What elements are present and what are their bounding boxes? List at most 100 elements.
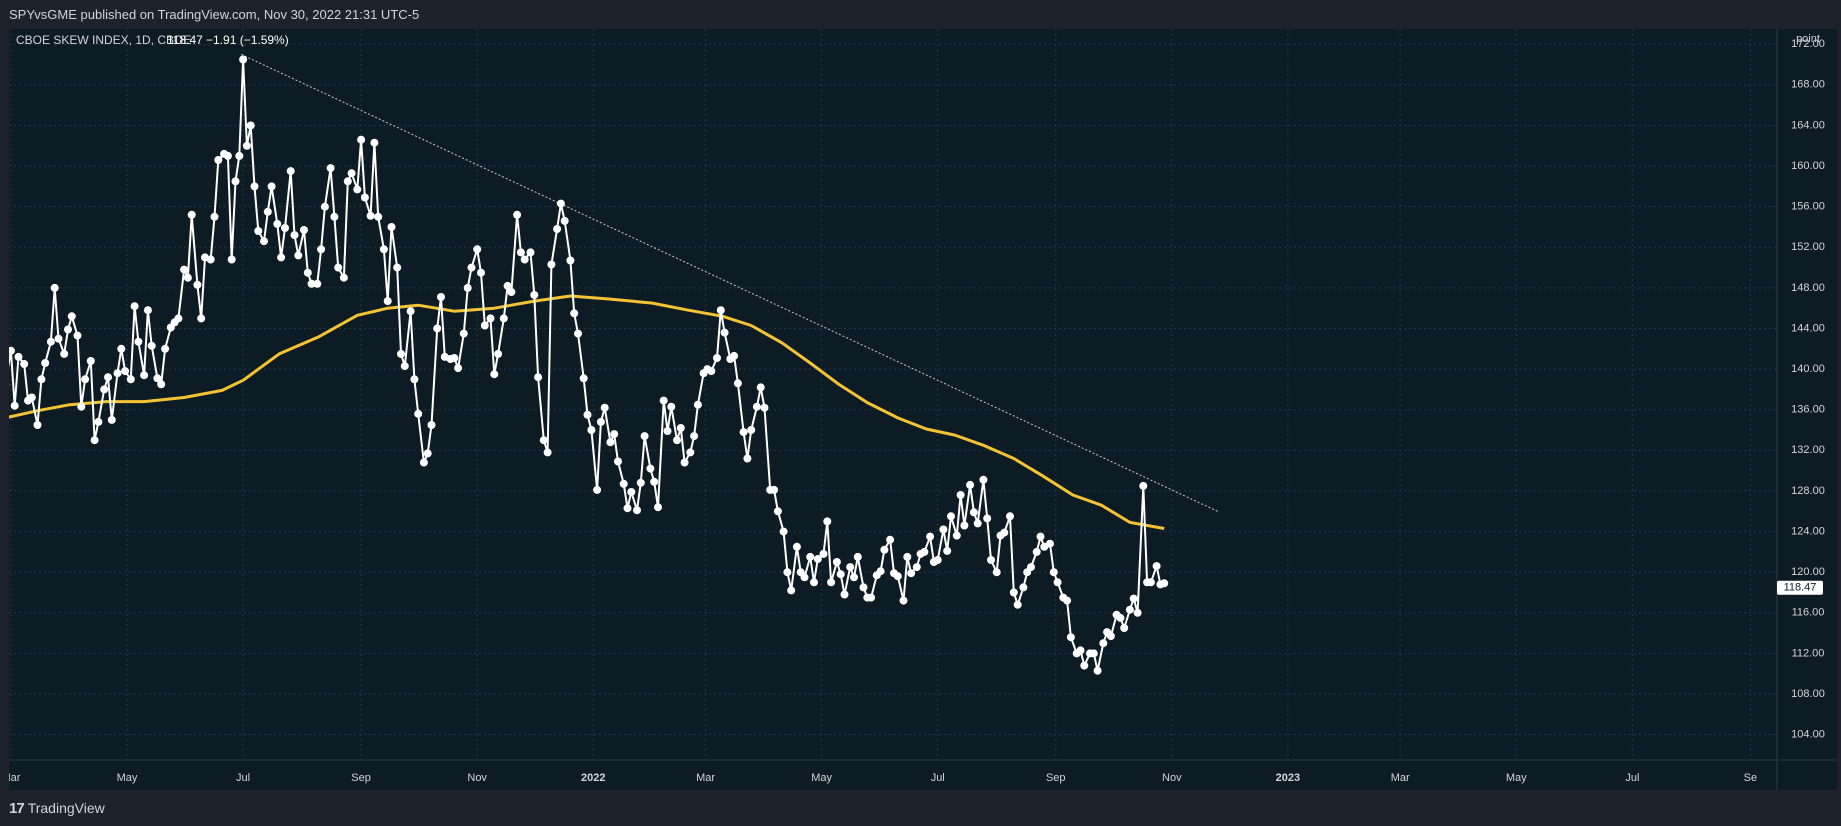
- price-point: [836, 570, 845, 579]
- price-point: [553, 225, 562, 233]
- price-point: [992, 568, 1001, 577]
- y-tick-label: 160.00: [1791, 160, 1825, 172]
- price-point: [370, 138, 379, 147]
- price-point: [437, 293, 445, 301]
- price-point: [987, 556, 995, 564]
- price-point: [33, 421, 42, 429]
- x-tick-label: Jul: [931, 772, 945, 784]
- price-point: [570, 309, 579, 318]
- price-point: [387, 223, 396, 231]
- price-point: [716, 306, 725, 315]
- chart-area[interactable]: 172.00 168.00 164.00 160.00 156.00 152.00 148.…: [9, 29, 1837, 790]
- price-point: [1076, 646, 1085, 655]
- price-point: [627, 488, 636, 496]
- price-point: [579, 374, 588, 383]
- price-point: [783, 568, 792, 577]
- x-tick-label: Jul: [1625, 772, 1639, 784]
- price-point: [1152, 562, 1161, 571]
- price-point: [281, 224, 289, 232]
- price-point: [326, 164, 335, 173]
- price-point: [1160, 579, 1169, 588]
- price-point: [77, 402, 86, 411]
- x-tick-label: Sep: [351, 772, 371, 784]
- price-point: [530, 291, 539, 299]
- price-point: [86, 357, 95, 365]
- price-point: [587, 426, 596, 434]
- moving-average-line: [9, 294, 1165, 530]
- price-point: [400, 362, 409, 371]
- x-axis[interactable]: Mar May Jul Sep Nov 2022 Mar May Jul Sep Nov 2023 Ma…: [9, 772, 1757, 784]
- y-tick-label: 116.00: [1792, 607, 1825, 619]
- price-point: [347, 169, 356, 178]
- price-point: [60, 349, 69, 358]
- y-tick-label: 132.00: [1791, 444, 1825, 456]
- price-point: [654, 503, 662, 512]
- price-point: [100, 385, 109, 394]
- price-point: [606, 438, 615, 447]
- price-point: [174, 314, 183, 323]
- price-point: [610, 430, 619, 439]
- price-point: [410, 375, 419, 384]
- price-point: [180, 265, 189, 274]
- y-tick-label: 156.00: [1791, 201, 1825, 213]
- price-point: [823, 517, 832, 526]
- price-point: [1106, 632, 1115, 641]
- price-point: [690, 432, 699, 441]
- y-tick-label: 140.00: [1791, 363, 1825, 375]
- price-point: [130, 302, 139, 311]
- price-point: [939, 525, 948, 534]
- price-point: [37, 375, 46, 384]
- price-point: [143, 306, 152, 315]
- price-point: [294, 251, 303, 260]
- x-tick-label: Jul: [236, 772, 250, 784]
- price-point: [659, 396, 668, 405]
- price-point: [680, 458, 689, 467]
- price-point: [366, 211, 375, 220]
- y-tick-label: 168.00: [1791, 79, 1825, 91]
- price-point: [752, 402, 761, 411]
- price-point: [9, 346, 15, 355]
- y-tick-label: 148.00: [1791, 282, 1825, 294]
- x-tick-label: Mar: [9, 772, 21, 784]
- price-point: [952, 531, 961, 540]
- price-point: [760, 403, 769, 412]
- price-point: [27, 393, 36, 402]
- y-tick-label: 152.00: [1791, 241, 1825, 253]
- price-point: [1019, 583, 1028, 592]
- price-point: [480, 321, 489, 330]
- price-point: [1006, 512, 1014, 521]
- price-point: [743, 454, 752, 463]
- y-axis-unit: point: [1796, 33, 1820, 45]
- y-tick-label: 164.00: [1791, 119, 1825, 131]
- price-point: [840, 590, 849, 599]
- price-point: [94, 417, 103, 426]
- symbol-legend[interactable]: CBOE SKEW INDEX, 1D, CBOE 118.47 −1.91 (…: [16, 33, 289, 47]
- price-point: [733, 379, 742, 388]
- price-point: [633, 506, 641, 515]
- price-point: [463, 283, 472, 292]
- price-point: [383, 297, 392, 306]
- price-point: [64, 325, 72, 334]
- price-point: [912, 563, 921, 572]
- price-point: [20, 360, 29, 368]
- price-point: [646, 464, 655, 473]
- price-point: [14, 352, 23, 361]
- price-point: [520, 255, 529, 264]
- price-point: [867, 593, 876, 602]
- price-point: [503, 281, 512, 290]
- price-point: [947, 512, 955, 521]
- price-point: [636, 478, 645, 487]
- publish-header: SPYvsGME published on TradingView.com, N…: [0, 0, 1841, 29]
- price-point: [574, 329, 582, 338]
- y-tick-label: 124.00: [1791, 525, 1825, 537]
- price-point: [1099, 639, 1108, 648]
- tradingview-logo[interactable]: 17 TradingView: [9, 800, 105, 817]
- price-point: [1125, 605, 1134, 614]
- price-point: [134, 337, 143, 346]
- y-axis[interactable]: 172.00 168.00 164.00 160.00 156.00 152.00 148.…: [1791, 38, 1825, 740]
- price-point: [920, 547, 929, 556]
- price-point: [320, 202, 329, 211]
- price-point: [663, 427, 672, 435]
- price-point: [277, 253, 286, 262]
- skew-index-chart[interactable]: 172.00 168.00 164.00 160.00 156.00 152.00 148.…: [9, 29, 1837, 790]
